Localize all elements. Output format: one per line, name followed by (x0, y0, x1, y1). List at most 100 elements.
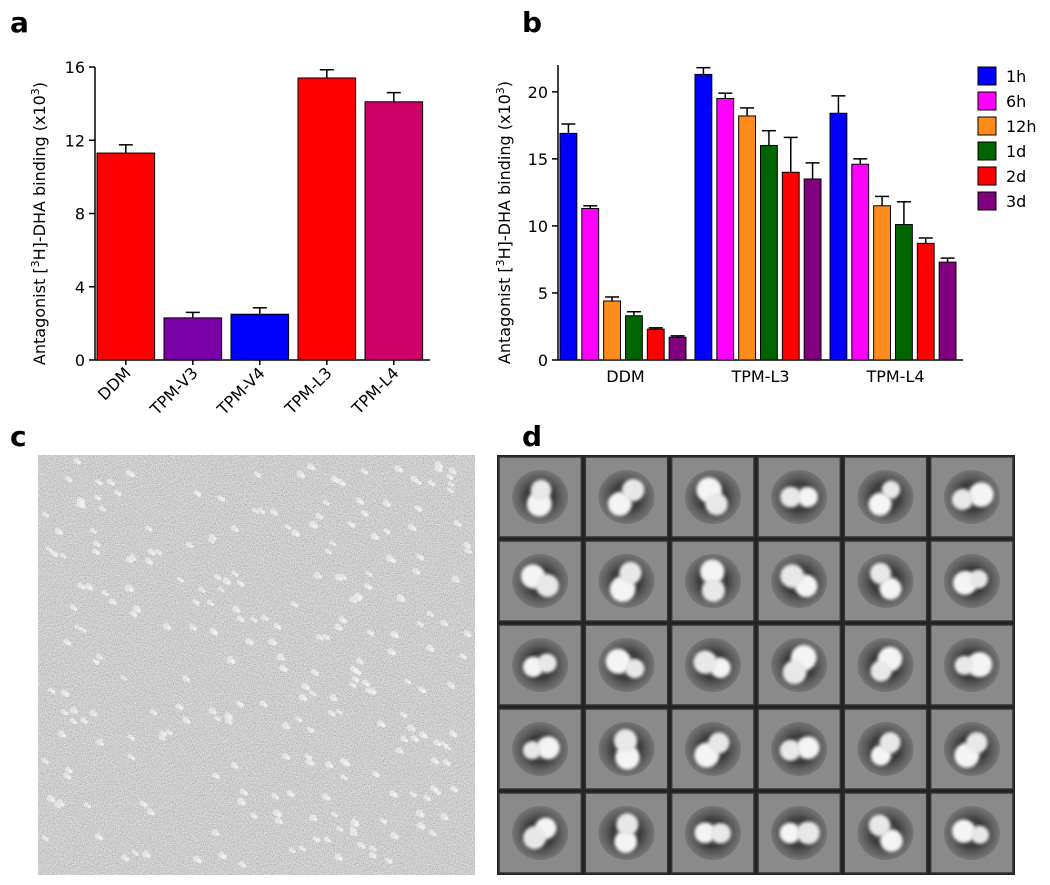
particle (343, 761, 348, 765)
y-axis-label-part: ) (30, 82, 49, 88)
particle (371, 690, 377, 695)
particle (307, 755, 313, 761)
particle (275, 795, 279, 800)
particle (128, 587, 134, 593)
panel-label: b (522, 6, 542, 39)
particle (162, 737, 166, 741)
particle (41, 835, 47, 840)
particle (213, 630, 219, 636)
particle (63, 555, 67, 559)
particle (432, 832, 437, 837)
particle (239, 582, 245, 587)
y-tick-label: 5 (538, 284, 548, 303)
particle (332, 542, 336, 546)
error-bar (805, 162, 820, 179)
panel-label: c (10, 420, 27, 453)
particle (357, 670, 362, 676)
particle (45, 760, 49, 764)
particle (82, 629, 87, 633)
particle (438, 468, 443, 473)
legend-label: 1h (1006, 67, 1026, 86)
particle (385, 529, 391, 535)
particle (168, 731, 173, 736)
particle (381, 723, 386, 728)
particle (334, 813, 339, 818)
particle (386, 502, 391, 507)
x-tick-label: TPM-L3 (280, 363, 335, 418)
particle (132, 612, 138, 618)
class-blob (870, 660, 892, 682)
class-average (757, 708, 842, 790)
error-bar (761, 129, 776, 146)
error-bar (386, 91, 401, 102)
particle (211, 540, 215, 544)
particle (254, 815, 258, 820)
particle (68, 769, 73, 774)
particle (69, 717, 76, 724)
class-blob (951, 488, 973, 510)
particle (417, 481, 422, 486)
class-average (584, 792, 669, 874)
particle (353, 668, 359, 673)
class-average (670, 624, 755, 706)
particle (364, 512, 369, 517)
particle (339, 711, 343, 715)
x-tick-label: TPM-V3 (146, 363, 202, 419)
particle (315, 837, 321, 843)
y-axis-label-part: 3 (494, 259, 507, 266)
particle (295, 532, 300, 537)
particle (158, 734, 164, 740)
legend-label: 1d (1006, 142, 1026, 161)
particle (81, 585, 86, 590)
class-blob (708, 732, 730, 754)
class-blob (868, 492, 892, 516)
particle (145, 525, 151, 531)
class-average (929, 792, 1014, 874)
y-axis-label-part: 3 (29, 260, 42, 267)
particle (444, 622, 449, 627)
particle (354, 832, 358, 836)
particle (216, 832, 220, 836)
particle (238, 702, 244, 708)
particle (192, 626, 197, 631)
particle (103, 508, 107, 512)
particle (302, 848, 306, 852)
particle (93, 494, 99, 499)
particle (350, 522, 356, 528)
particle (354, 599, 358, 603)
legend-swatch (977, 166, 997, 186)
bar (559, 132, 578, 361)
particle (331, 811, 336, 817)
particle (358, 595, 363, 600)
error-bar (561, 123, 576, 134)
particle (426, 610, 432, 617)
particle (401, 597, 406, 602)
class-blob (522, 741, 542, 760)
error-bar (853, 158, 868, 165)
class-average (757, 456, 842, 538)
particle (242, 863, 247, 868)
particle (412, 793, 417, 798)
particle (74, 624, 80, 630)
particle (310, 761, 315, 766)
error-bar (118, 144, 133, 154)
class-blob (968, 482, 994, 507)
class-blob (954, 655, 974, 675)
class-blob (613, 728, 638, 753)
particle (426, 796, 432, 802)
particle (136, 608, 142, 613)
particle (135, 852, 139, 856)
particle (272, 641, 277, 646)
particle (46, 514, 50, 518)
particle (220, 497, 226, 502)
particle (213, 537, 217, 541)
particle (97, 481, 103, 486)
particle (60, 802, 65, 807)
particle (373, 848, 377, 852)
particle (179, 705, 184, 711)
particle (101, 742, 105, 746)
particle (437, 791, 442, 796)
bar (938, 261, 957, 361)
particle (456, 579, 460, 583)
class-average (843, 540, 928, 622)
